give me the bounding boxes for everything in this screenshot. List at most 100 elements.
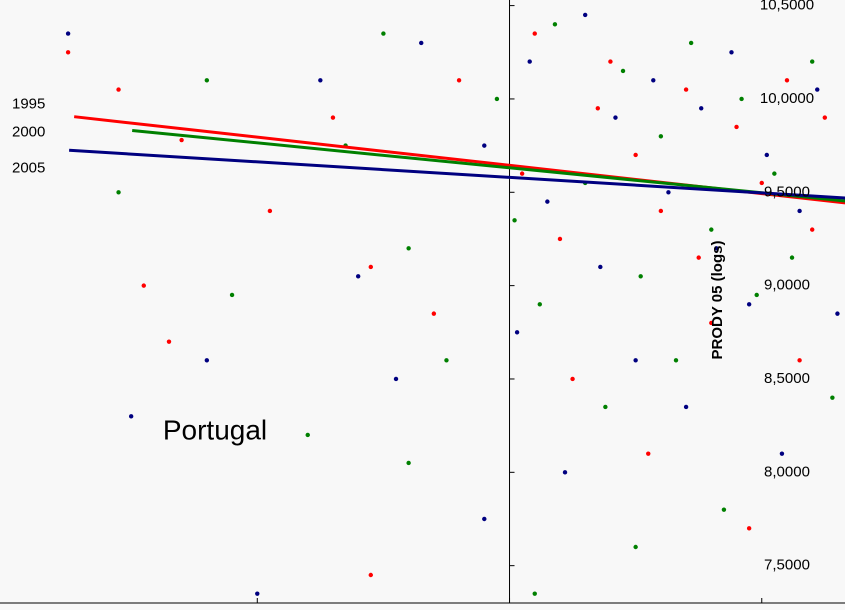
point [598, 264, 603, 270]
point [318, 78, 323, 83]
point [696, 255, 701, 260]
y-axis-title: PRODY 05 (logs) [709, 241, 726, 360]
point [646, 451, 651, 456]
point [229, 292, 235, 298]
point [673, 358, 679, 363]
y-tick-label: 10,0000 [760, 90, 814, 107]
point [810, 227, 815, 232]
point [116, 190, 121, 195]
point [179, 137, 184, 143]
point [638, 274, 643, 279]
point [709, 320, 714, 326]
point [305, 432, 310, 438]
point [608, 59, 613, 64]
y-tick-label: 8,0000 [764, 463, 810, 480]
point [739, 96, 744, 102]
point [557, 236, 563, 242]
point [267, 208, 273, 214]
point [595, 106, 601, 111]
point [368, 572, 373, 578]
point [764, 152, 770, 158]
point [714, 246, 719, 251]
point [570, 376, 575, 382]
point [613, 115, 618, 120]
point [330, 115, 336, 120]
point [633, 544, 638, 550]
point [822, 115, 828, 120]
point [116, 87, 121, 92]
point [512, 218, 517, 223]
point [582, 12, 588, 18]
legend-label: 1995 [12, 96, 45, 113]
point [651, 78, 656, 83]
point [658, 134, 664, 139]
annotation: Portugal [163, 414, 267, 445]
point [683, 87, 689, 92]
point [835, 311, 840, 316]
point [789, 255, 795, 260]
point [393, 376, 399, 382]
point [797, 358, 802, 363]
point [683, 404, 689, 410]
fit-line [69, 148, 845, 200]
point [620, 68, 626, 74]
point [815, 87, 820, 92]
y-tick-label: 8,5000 [764, 370, 810, 387]
point [759, 180, 764, 186]
point [368, 264, 373, 270]
y-tick-label: 9,5000 [764, 183, 810, 200]
point [406, 246, 411, 251]
y-tick-label: 9,0000 [764, 277, 810, 294]
point [527, 59, 532, 64]
point [456, 78, 462, 83]
point [419, 40, 424, 46]
point [754, 292, 759, 298]
point [729, 50, 734, 55]
point [519, 171, 525, 176]
point [65, 31, 71, 36]
point [545, 199, 550, 204]
point [482, 143, 487, 148]
point [204, 358, 210, 363]
point [431, 311, 437, 316]
point [514, 330, 520, 335]
point [355, 274, 361, 279]
point [204, 78, 210, 83]
y-tick-label: 10,5000 [760, 0, 814, 14]
point [166, 339, 172, 344]
point [666, 190, 671, 195]
point [810, 59, 815, 64]
point [746, 302, 752, 307]
point [633, 152, 638, 158]
legend-label: 2005 [12, 159, 45, 176]
legend-label: 2000 [12, 123, 45, 140]
point [709, 227, 714, 232]
point [688, 40, 694, 46]
point [830, 395, 835, 400]
point [65, 50, 71, 55]
point [603, 404, 608, 410]
point [734, 124, 739, 130]
y-tick-label: 7,5000 [764, 557, 810, 574]
point [532, 31, 537, 36]
point [537, 302, 542, 307]
point [779, 451, 785, 456]
point [772, 171, 777, 176]
point [381, 31, 386, 36]
point [494, 96, 500, 102]
point [444, 358, 449, 363]
point [784, 78, 790, 83]
point [562, 470, 568, 475]
point [552, 22, 558, 27]
point [532, 591, 537, 596]
point [255, 591, 260, 596]
point [721, 507, 727, 512]
point [128, 414, 134, 419]
point [406, 460, 411, 466]
point [633, 358, 638, 363]
point [658, 208, 664, 214]
point [746, 526, 752, 531]
